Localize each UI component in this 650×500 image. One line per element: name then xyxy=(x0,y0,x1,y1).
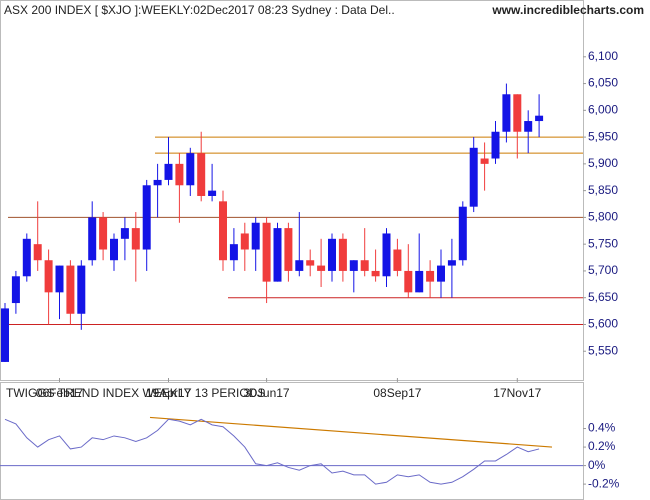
x-tick-label: 08Sep17 xyxy=(373,386,421,400)
candle-body xyxy=(338,238,347,271)
x-tick-label: 17Nov17 xyxy=(493,386,541,400)
price-panel xyxy=(0,0,584,381)
candle-body xyxy=(382,233,391,277)
candle-body xyxy=(295,260,304,271)
candle-body xyxy=(458,206,467,261)
candle-body xyxy=(524,121,533,132)
y-tick-label: 0.4% xyxy=(588,421,616,435)
candle-body xyxy=(186,153,195,186)
y-tick-label: 5,850 xyxy=(588,183,618,197)
y-tick-label: -0.2% xyxy=(588,476,620,490)
candle-body xyxy=(66,265,75,314)
candle-body xyxy=(306,260,315,266)
x-tick-label: 30Jun17 xyxy=(244,386,290,400)
candle-body xyxy=(491,131,500,159)
chart-title: ASX 200 INDEX [ $XJO ]:WEEKLY:02Dec2017 … xyxy=(4,3,395,17)
y-tick-label: 5,600 xyxy=(588,317,618,331)
candle-body xyxy=(284,228,293,271)
candle-body xyxy=(328,238,336,271)
candle-body xyxy=(535,115,544,122)
candle-body xyxy=(164,163,173,180)
candle-body xyxy=(349,260,358,271)
candle-body xyxy=(447,260,456,266)
y-tick-label: 5,900 xyxy=(588,156,618,170)
candle-body xyxy=(251,222,260,250)
y-tick-label: 5,800 xyxy=(588,210,618,224)
y-tick-label: 6,050 xyxy=(588,76,618,90)
candle-body xyxy=(469,147,478,207)
y-tick-label: 5,550 xyxy=(588,343,618,357)
candle-body xyxy=(426,270,435,282)
candle-body xyxy=(99,217,108,250)
candle-body xyxy=(262,222,271,282)
candle-body xyxy=(229,244,238,261)
indicator-title: TWIGGS TREND INDEX WEEKLY 13 PERIODS xyxy=(6,386,265,400)
x-tick-label: 19Apr17 xyxy=(146,386,192,400)
candle-body xyxy=(502,94,511,132)
y-tick-label: 0.2% xyxy=(588,439,616,453)
y-tick-label: 6,000 xyxy=(588,103,618,117)
candle-body xyxy=(88,217,97,261)
candle-body xyxy=(219,201,227,261)
candle-body xyxy=(11,276,20,304)
y-tick-label: 0% xyxy=(588,458,606,472)
indicator-line xyxy=(4,418,540,485)
candle-body xyxy=(240,233,249,250)
candle-body xyxy=(415,270,424,293)
candle-body xyxy=(120,228,129,239)
candle-body xyxy=(208,190,217,196)
candle-body xyxy=(131,228,140,250)
y-tick-label: 5,650 xyxy=(588,290,618,304)
candle-body xyxy=(33,244,42,261)
candle-body xyxy=(142,185,151,250)
candle-body xyxy=(480,158,489,164)
candle-body xyxy=(110,238,118,261)
y-tick-label: 5,750 xyxy=(588,236,618,250)
trend-line xyxy=(149,416,553,448)
candle-body xyxy=(197,153,206,196)
candle-body xyxy=(393,249,402,271)
candle-body xyxy=(360,260,369,271)
y-tick-label: 5,950 xyxy=(588,129,618,143)
x-tick-label: 06Feb17 xyxy=(36,386,84,400)
candle-body xyxy=(153,179,162,186)
candle-body xyxy=(371,270,380,277)
candle-body xyxy=(1,308,9,362)
candle-body xyxy=(437,265,445,282)
candle-body xyxy=(22,238,31,277)
source: www.incrediblecharts.com xyxy=(491,3,644,17)
candle-body xyxy=(44,260,53,293)
candle-body xyxy=(513,94,522,132)
candle-body xyxy=(273,228,282,282)
y-tick-label: 6,100 xyxy=(588,49,618,63)
y-tick-label: 5,700 xyxy=(588,263,618,277)
candle-body xyxy=(77,265,86,314)
candle-body xyxy=(317,265,326,271)
candle-body xyxy=(404,270,413,293)
candle-body xyxy=(175,163,184,186)
candle-body xyxy=(55,265,64,293)
